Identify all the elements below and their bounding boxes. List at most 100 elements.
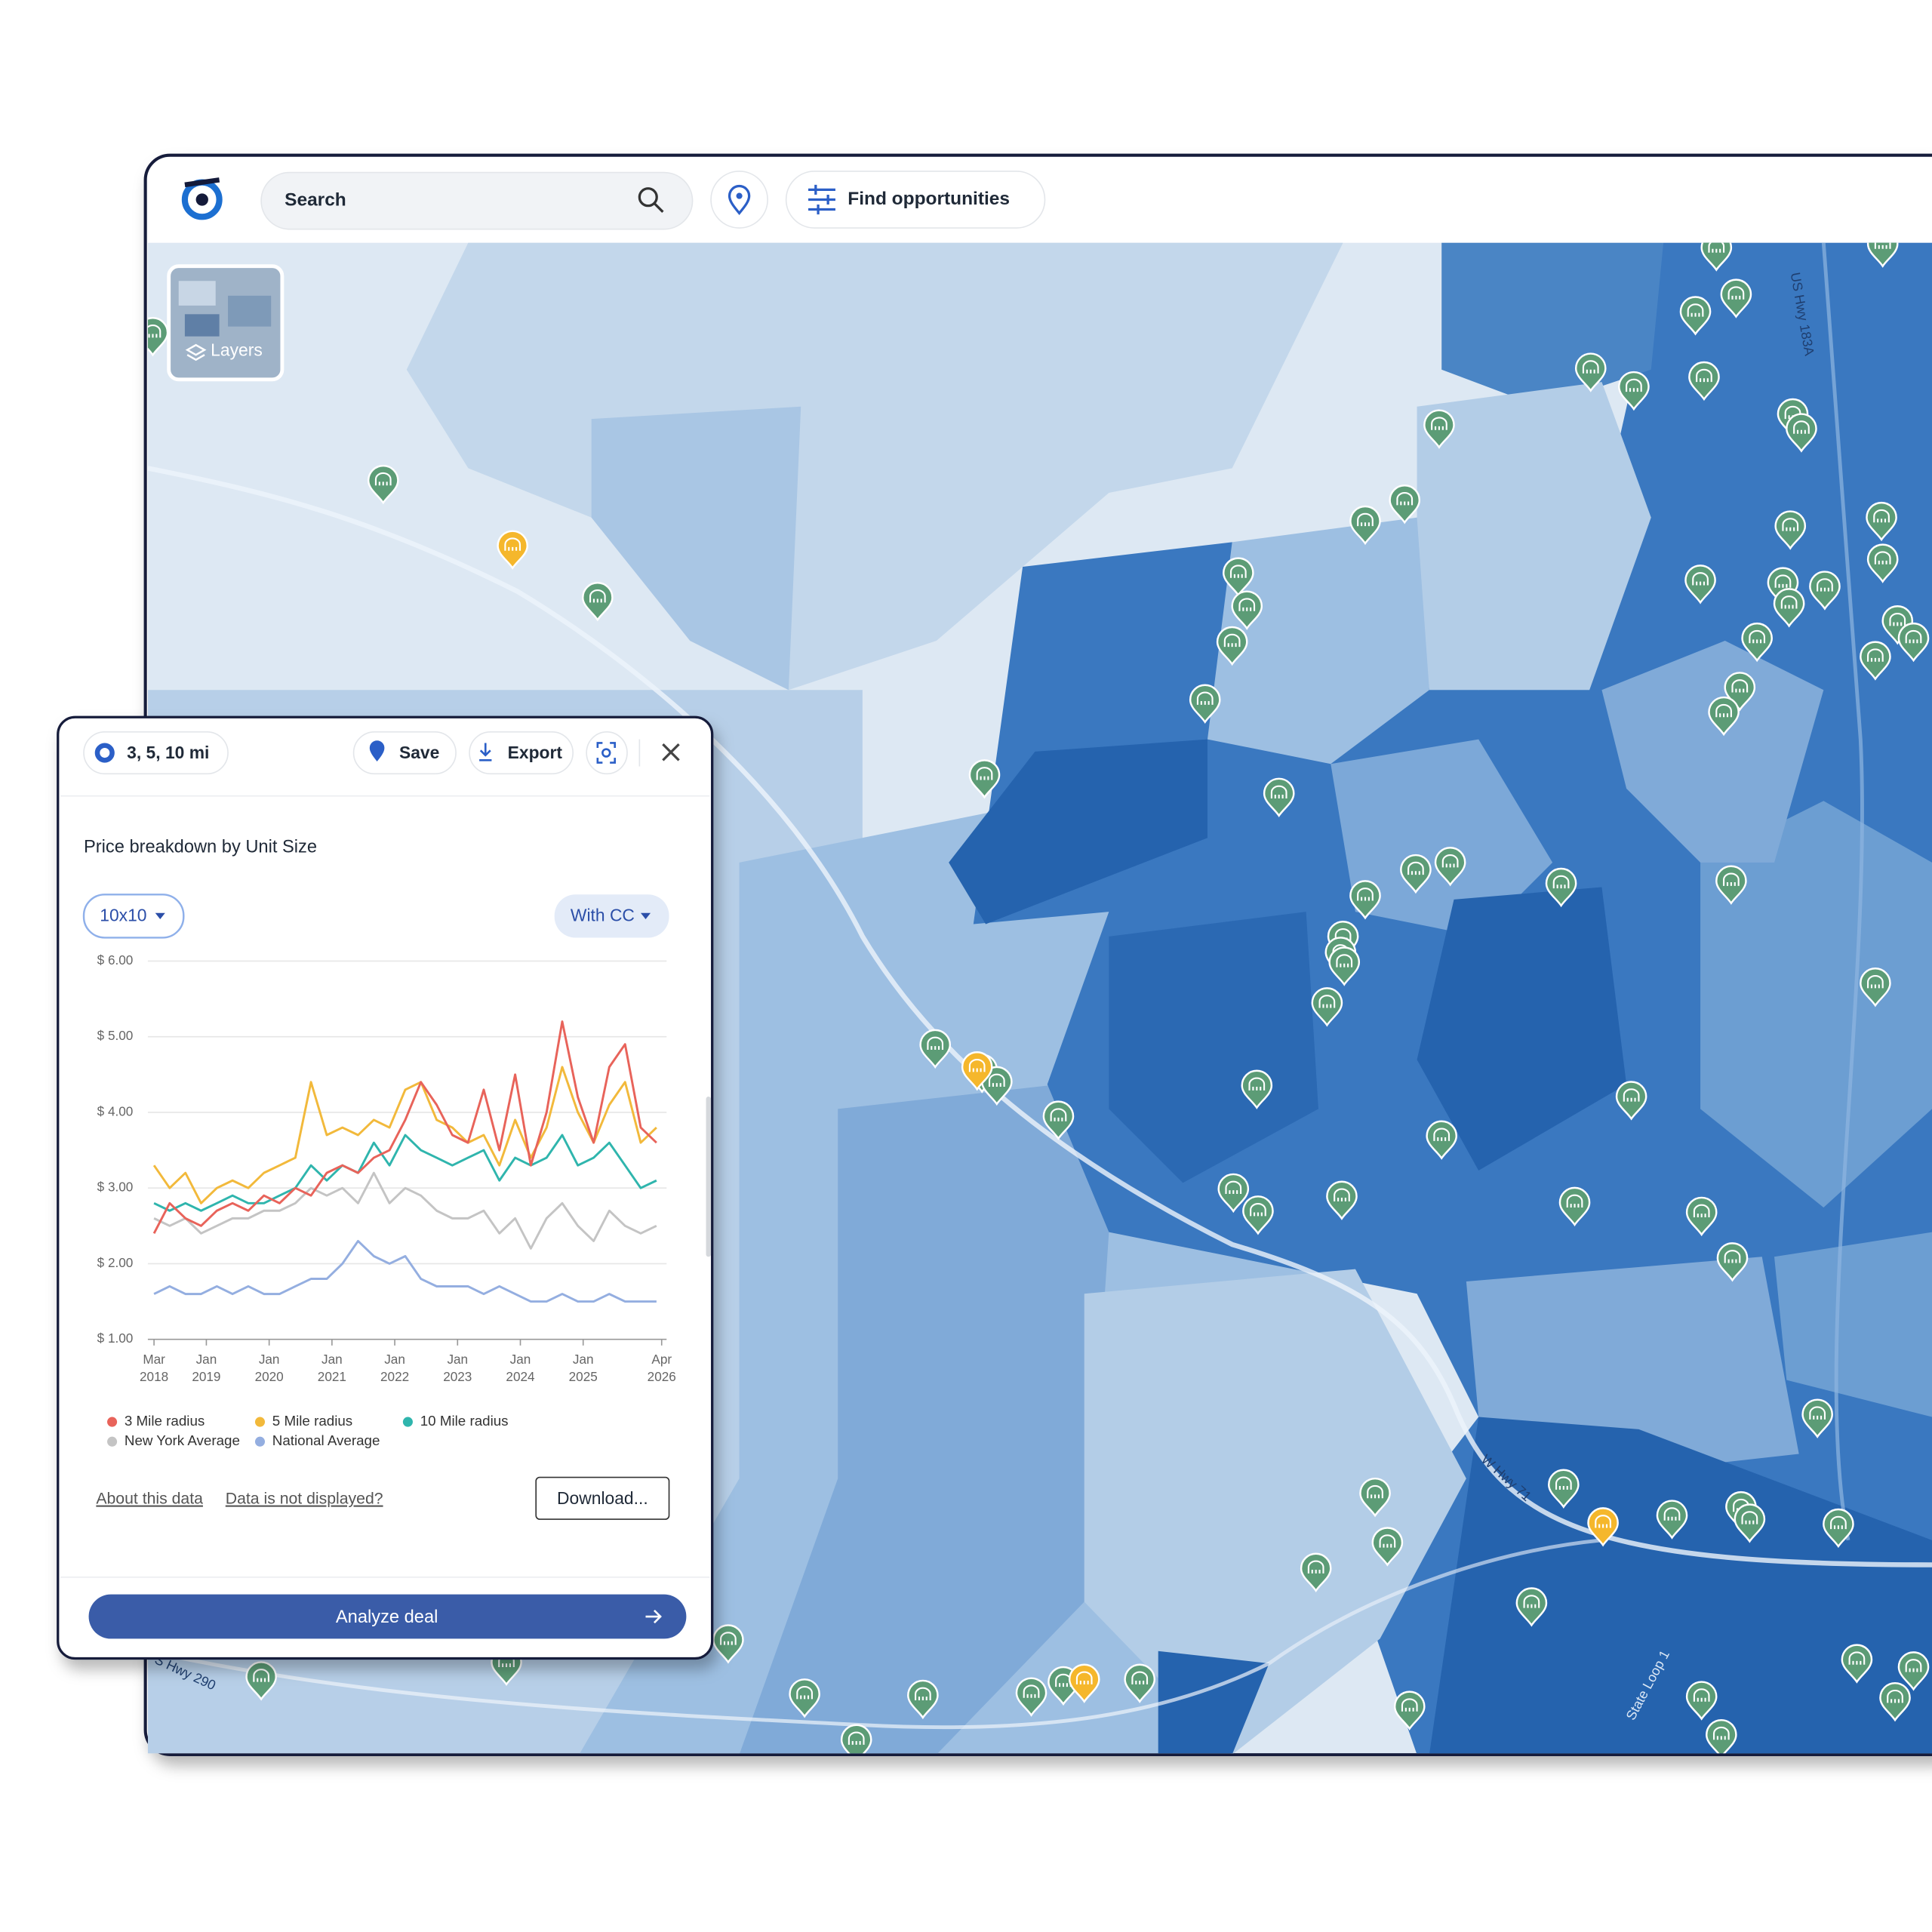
locate-button[interactable] — [710, 171, 768, 229]
map-pin[interactable] — [1400, 854, 1432, 894]
search-box[interactable] — [260, 171, 694, 230]
map-pin[interactable] — [1231, 590, 1263, 630]
analyze-button[interactable] — [88, 1594, 687, 1639]
screenshot-button[interactable] — [586, 731, 628, 775]
map-pin[interactable] — [1679, 296, 1712, 336]
map-pin[interactable] — [1860, 968, 1891, 1008]
map-pin[interactable] — [1300, 1552, 1332, 1592]
map-pin[interactable] — [789, 1678, 820, 1718]
map-pin[interactable] — [1685, 1681, 1718, 1721]
download-button[interactable] — [535, 1476, 670, 1520]
map-pin[interactable] — [1773, 588, 1805, 628]
map-pin[interactable] — [1015, 1677, 1048, 1717]
pin-icon — [504, 537, 521, 551]
map-pin[interactable] — [1326, 1180, 1358, 1220]
map-pin[interactable] — [1618, 371, 1650, 411]
map-pin[interactable] — [1515, 1587, 1548, 1627]
map-pin[interactable] — [1434, 847, 1466, 887]
map-pin[interactable] — [968, 759, 1001, 799]
map-pin[interactable] — [1705, 1719, 1737, 1757]
map-pin[interactable] — [1741, 622, 1773, 663]
close-button[interactable] — [662, 743, 680, 761]
map-pin[interactable] — [1574, 352, 1607, 392]
map-pin[interactable] — [1786, 413, 1817, 453]
map-pin[interactable] — [1548, 1469, 1580, 1509]
map-pin[interactable] — [1349, 505, 1381, 546]
map-pin[interactable] — [1189, 684, 1221, 724]
find-button[interactable] — [785, 171, 1046, 229]
map-pin[interactable] — [367, 465, 399, 505]
map-pin[interactable] — [1809, 571, 1841, 611]
screenshot-icon — [596, 742, 616, 764]
missing-data-link[interactable]: Data is not displayed? — [226, 1491, 383, 1508]
map-pin[interactable] — [1558, 1186, 1591, 1227]
search-placeholder: Search — [285, 190, 346, 211]
map-pin[interactable] — [1217, 1173, 1250, 1214]
map-pin[interactable] — [497, 530, 529, 570]
map-pin[interactable] — [907, 1679, 939, 1720]
map-pin[interactable] — [245, 1661, 277, 1701]
radius-chip[interactable] — [83, 731, 229, 775]
map-pin[interactable] — [1841, 1644, 1873, 1684]
unit-size-dropdown[interactable] — [82, 894, 185, 939]
map-pin[interactable] — [1587, 1507, 1619, 1547]
pin-icon — [1441, 854, 1459, 868]
map-pin[interactable] — [1311, 987, 1343, 1027]
map-pin[interactable] — [1242, 1195, 1274, 1235]
map-pin[interactable] — [1734, 1503, 1766, 1543]
map-pin[interactable] — [1615, 1081, 1647, 1121]
map-pin[interactable] — [1774, 510, 1807, 550]
map-pin[interactable] — [1801, 1398, 1833, 1438]
map-pin[interactable] — [1349, 880, 1381, 920]
map-pin[interactable] — [1426, 1120, 1458, 1160]
map-pin[interactable] — [138, 317, 169, 357]
map-pin[interactable] — [1328, 946, 1361, 986]
map-pin[interactable] — [1866, 543, 1899, 583]
map-pin[interactable] — [712, 1624, 744, 1664]
export-button[interactable] — [469, 731, 574, 775]
map-pin[interactable] — [1897, 622, 1930, 663]
map-pin[interactable] — [1359, 1478, 1391, 1518]
map-pin[interactable] — [1241, 1069, 1273, 1109]
map-pin[interactable] — [1545, 867, 1577, 908]
map-pin[interactable] — [1823, 1508, 1854, 1549]
map-pin[interactable] — [1860, 641, 1891, 681]
map-pin[interactable] — [980, 1066, 1013, 1106]
map-pin[interactable] — [1879, 1682, 1911, 1722]
map-pin[interactable] — [1684, 565, 1716, 605]
map-pin[interactable] — [1715, 865, 1747, 905]
map-pin[interactable] — [1720, 278, 1752, 318]
map-pin[interactable] — [1371, 1527, 1404, 1567]
pin-icon — [1715, 703, 1732, 718]
layers-button[interactable]: Layers — [167, 264, 285, 382]
map-pin[interactable] — [1263, 777, 1295, 818]
chart-title: Price breakdown by Unit Size — [84, 838, 317, 857]
pin-icon — [1724, 1250, 1741, 1263]
layers-thumb-tile — [178, 281, 216, 306]
map-pin[interactable] — [1716, 1242, 1749, 1282]
map-pin[interactable] — [919, 1029, 952, 1069]
map-pin[interactable] — [1222, 557, 1254, 597]
map-pin[interactable] — [1708, 696, 1740, 737]
map-pin[interactable] — [1700, 233, 1733, 272]
climate-dropdown[interactable] — [554, 894, 669, 938]
map-pin[interactable] — [1656, 1500, 1688, 1540]
map-pin[interactable] — [1897, 1651, 1930, 1691]
map-pin[interactable] — [961, 1051, 993, 1091]
map-pin[interactable] — [1389, 485, 1421, 525]
pin-icon — [848, 1731, 865, 1745]
map-pin[interactable] — [840, 1724, 872, 1762]
map-pin[interactable] — [1393, 1690, 1426, 1730]
map-pin[interactable] — [1042, 1100, 1075, 1140]
map-pin[interactable] — [1124, 1663, 1156, 1703]
map-pin[interactable] — [582, 582, 614, 622]
map-pin[interactable] — [1216, 626, 1248, 666]
pin-icon — [589, 589, 606, 603]
map-pin[interactable] — [1688, 361, 1720, 401]
map-pin[interactable] — [1685, 1196, 1718, 1237]
map-pin[interactable] — [1423, 409, 1455, 449]
map-pin[interactable] — [1866, 229, 1899, 268]
map-pin[interactable] — [1068, 1663, 1100, 1703]
map-pin[interactable] — [1866, 501, 1897, 542]
about-link[interactable]: About this data — [96, 1491, 203, 1508]
